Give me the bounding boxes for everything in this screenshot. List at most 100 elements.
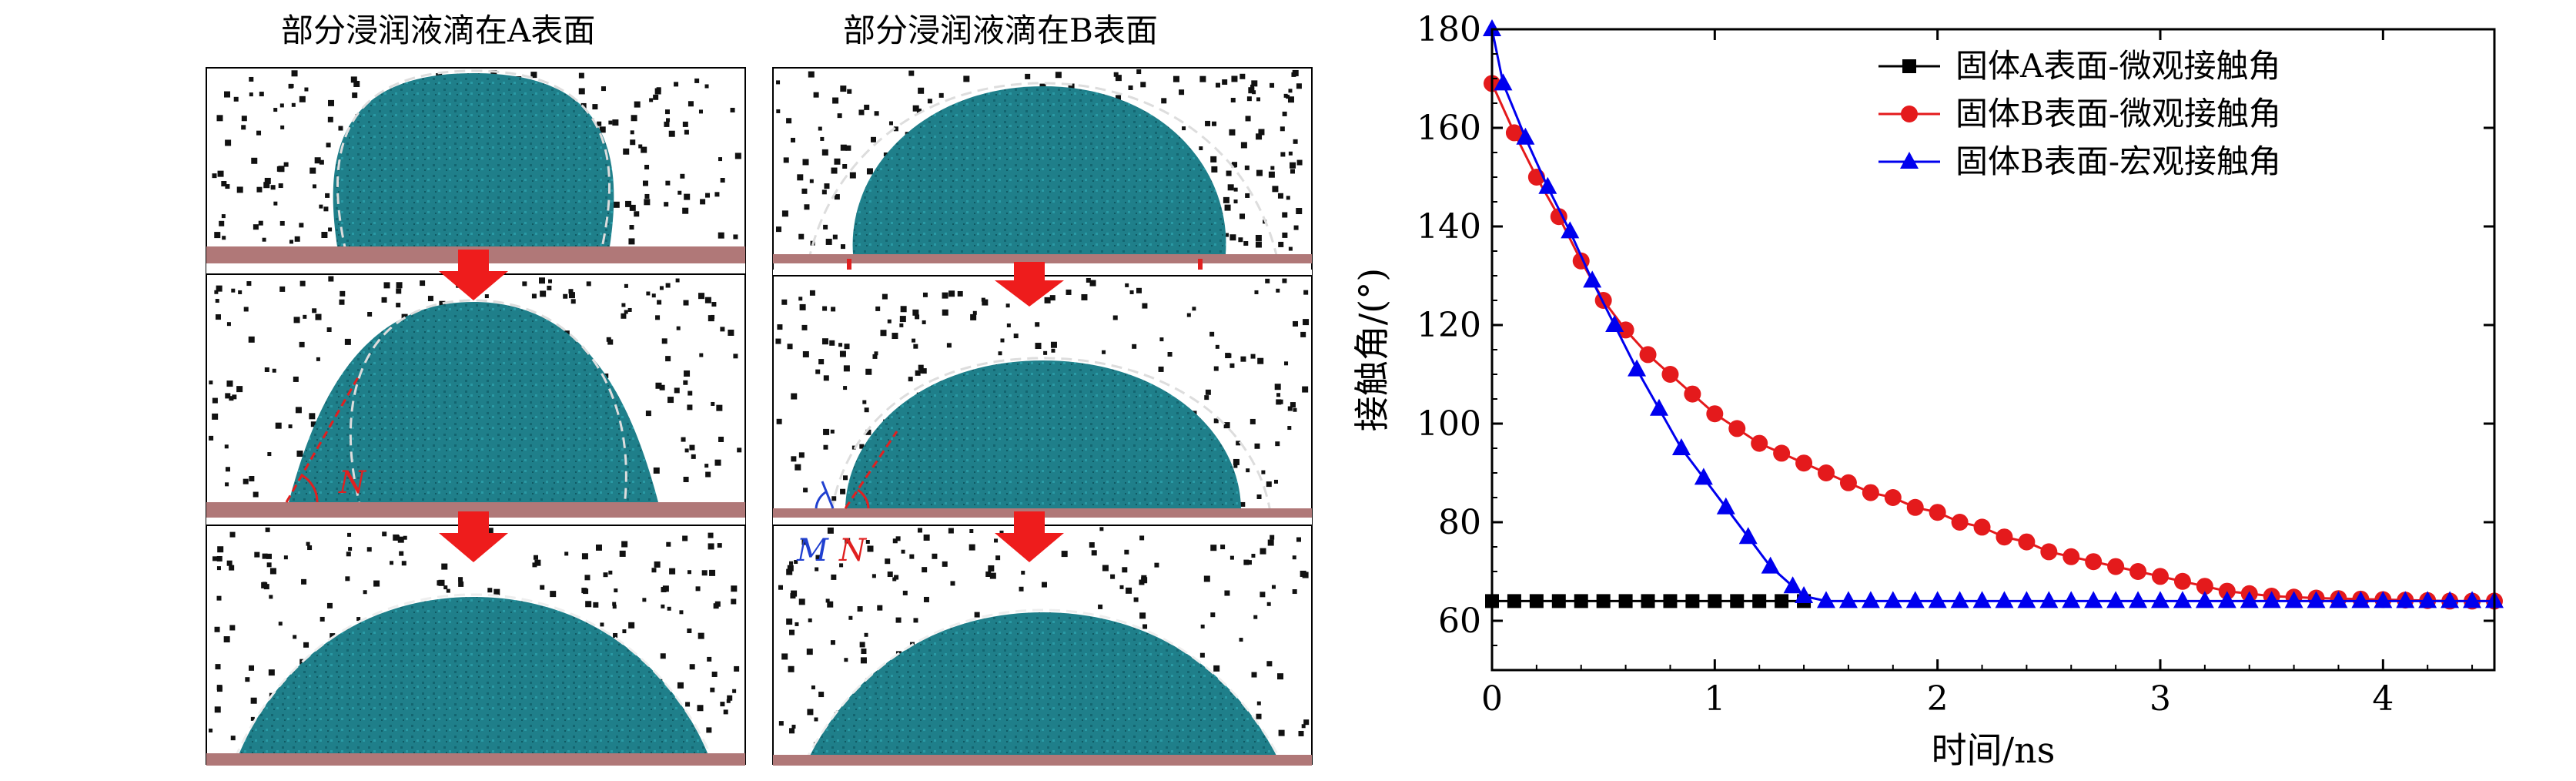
legend-item-2: 固体B表面-微观接触角 — [1878, 95, 2281, 132]
y-tick-label: 140 — [1417, 207, 1481, 246]
data-point — [1839, 474, 1857, 491]
data-point — [2329, 591, 2348, 608]
macro-angle-line-b2 — [821, 481, 835, 509]
data-point — [1605, 315, 1624, 332]
legend-label: 固体B表面-宏观接触角 — [1955, 142, 2281, 180]
data-point — [1728, 420, 1746, 437]
y-tick-label: 120 — [1417, 306, 1481, 345]
data-point — [1529, 594, 1544, 608]
data-point — [1574, 594, 1588, 608]
data-point — [2017, 591, 2036, 608]
data-point — [2106, 591, 2126, 608]
legend-swatch-marker — [1902, 59, 1916, 73]
data-point — [1775, 594, 1789, 608]
droplet-a3 — [239, 597, 708, 755]
data-point — [1561, 221, 1580, 239]
arrow-a2 — [439, 511, 508, 562]
data-point — [1617, 321, 1634, 339]
data-point — [2217, 591, 2236, 608]
data-point — [1906, 498, 1924, 516]
series-3 — [1483, 19, 2504, 608]
data-point — [1694, 468, 1713, 485]
data-point — [2262, 591, 2281, 608]
data-point — [1671, 438, 1691, 455]
col-b-title: 部分浸润液滴在B表面 — [843, 12, 1158, 49]
data-point — [2284, 591, 2303, 608]
data-point — [2195, 591, 2214, 608]
y-axis-label: 接触角/(°) — [1351, 268, 1393, 431]
fit-circle-a1 — [336, 69, 611, 246]
data-point — [1550, 208, 1567, 226]
legend-label: 固体A表面-微观接触角 — [1955, 47, 2281, 85]
contact-mark-b1-left — [847, 259, 851, 270]
x-tick-label: 0 — [1481, 679, 1503, 719]
data-point — [2351, 591, 2370, 608]
x-tick-label: 1 — [1704, 679, 1725, 719]
data-point — [2374, 591, 2393, 608]
data-point — [2152, 568, 2169, 585]
data-point — [1684, 385, 1701, 403]
data-point — [1995, 591, 2014, 608]
droplet-b3 — [808, 612, 1278, 759]
data-point — [1738, 527, 1758, 545]
data-point — [1761, 556, 1780, 574]
series-2 — [1484, 75, 2503, 610]
x-tick-label: 3 — [2149, 679, 2171, 719]
data-point — [1516, 127, 1535, 145]
data-point — [1483, 19, 1501, 36]
data-point — [1905, 591, 1925, 608]
data-point — [1783, 576, 1802, 594]
data-point — [1838, 591, 1858, 608]
data-point — [1628, 359, 1647, 377]
data-point — [1752, 594, 1767, 608]
macro-angle-arc-b2 — [815, 490, 828, 509]
data-point — [1730, 594, 1745, 608]
data-point — [2129, 591, 2148, 608]
data-point — [2129, 563, 2147, 580]
x-tick-label: 2 — [1927, 679, 1949, 719]
data-point — [1661, 366, 1679, 383]
micro-angle-line-b2 — [844, 431, 898, 509]
substrate-b3 — [773, 755, 1312, 766]
data-point — [1884, 489, 1902, 506]
data-point — [1650, 398, 1668, 416]
arrow-b1 — [995, 262, 1064, 307]
data-point — [1583, 270, 1602, 288]
data-point — [1708, 594, 1722, 608]
droplet-b1 — [852, 86, 1226, 254]
data-point — [2084, 591, 2103, 608]
data-point — [2062, 591, 2081, 608]
data-point — [2240, 591, 2259, 608]
label-n-b2: N — [838, 533, 868, 568]
data-point — [1929, 504, 1946, 521]
droplet-a1 — [333, 73, 614, 246]
data-point — [1716, 497, 1735, 515]
y-tick-label: 160 — [1417, 109, 1481, 148]
substrate-b1 — [773, 254, 1312, 263]
fit-circle-b2 — [830, 357, 1272, 513]
micro-angle-arc-a2 — [301, 474, 319, 503]
arrow-a1 — [439, 250, 508, 300]
data-point — [1751, 434, 1768, 452]
legend-swatch-marker — [1900, 152, 1919, 169]
data-point — [1950, 591, 1969, 608]
data-point — [1928, 591, 1947, 608]
data-point — [2196, 578, 2213, 595]
contact-angle-chart: 0 1 2 3 4 60 80 100 120 140 160 180 固体A表面-微观接触角固体B表… — [1351, 10, 2504, 771]
fit-circle-b3 — [803, 608, 1283, 763]
fit-circle-a2 — [349, 299, 627, 513]
data-point — [1505, 124, 1523, 142]
droplet-b2 — [845, 360, 1241, 508]
data-point — [2418, 591, 2437, 608]
legend-swatch-marker — [1901, 106, 1918, 122]
data-point — [2085, 553, 2103, 571]
data-point — [2441, 591, 2460, 608]
substrate-a2 — [206, 502, 745, 518]
legend-item-3: 固体B表面-宏观接触角 — [1878, 142, 2281, 180]
fit-circle-a3 — [233, 593, 714, 759]
data-point — [2151, 591, 2170, 608]
data-point — [2463, 591, 2482, 608]
y-tick-label: 100 — [1417, 404, 1481, 444]
legend-label: 固体B表面-微观接触角 — [1955, 95, 2281, 132]
data-point — [2173, 591, 2192, 608]
